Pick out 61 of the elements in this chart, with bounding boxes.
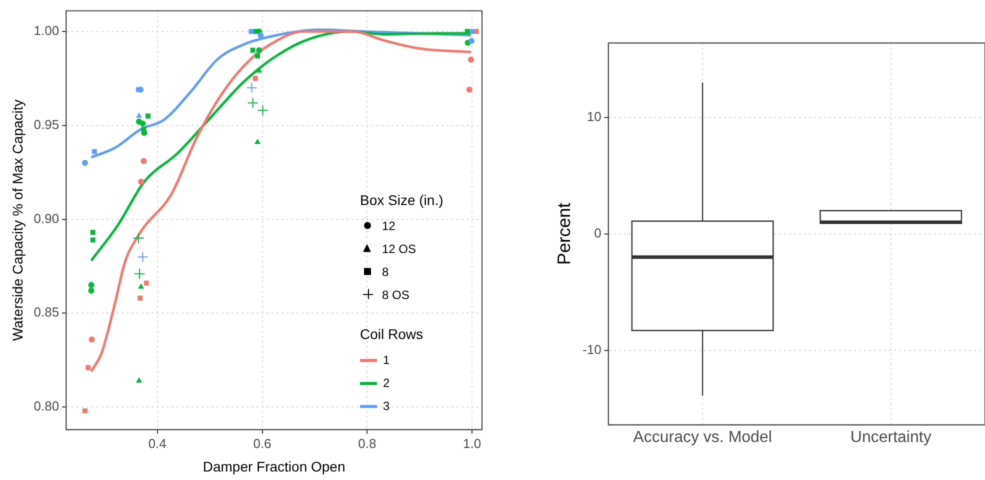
point bbox=[138, 178, 144, 185]
point bbox=[256, 47, 262, 54]
legend-label: 2 bbox=[383, 376, 390, 390]
point bbox=[247, 97, 258, 108]
point bbox=[136, 112, 142, 118]
y-tick-label: 10 bbox=[586, 109, 602, 124]
annotation: Coil Rows bbox=[360, 326, 424, 342]
point bbox=[88, 336, 95, 342]
annotation: 12 bbox=[382, 219, 396, 234]
point bbox=[468, 56, 474, 63]
point bbox=[468, 38, 475, 44]
point bbox=[255, 53, 260, 58]
point bbox=[145, 113, 150, 118]
point bbox=[140, 158, 147, 164]
y-axis-title: Waterside Capacity % of Max Capacity bbox=[9, 99, 26, 341]
x-tick-label: Uncertainty bbox=[850, 428, 932, 446]
y-axis-title: Percent bbox=[554, 202, 574, 265]
legend-label: 3 bbox=[383, 399, 390, 414]
point bbox=[136, 377, 142, 383]
point bbox=[137, 251, 148, 262]
point bbox=[82, 408, 88, 414]
point bbox=[90, 237, 96, 242]
y-tick-label: 0 bbox=[594, 225, 602, 240]
point bbox=[82, 160, 88, 166]
point bbox=[92, 149, 97, 154]
y-tick-label: 0.95 bbox=[34, 116, 60, 132]
point bbox=[144, 280, 149, 286]
annotation: 12 OS bbox=[382, 242, 416, 256]
point bbox=[254, 138, 261, 144]
point bbox=[252, 76, 258, 81]
point bbox=[257, 104, 268, 116]
y-tick-label: 0.85 bbox=[34, 304, 60, 320]
legend-label: 1 bbox=[383, 353, 390, 368]
point bbox=[250, 48, 256, 53]
y-tick-label: 1.00 bbox=[34, 23, 60, 38]
point bbox=[138, 283, 144, 289]
x-tick-label: 0.8 bbox=[358, 436, 376, 451]
point bbox=[470, 28, 475, 34]
x-tick-label: Accuracy vs. Model bbox=[633, 428, 772, 446]
point bbox=[258, 32, 264, 38]
x-tick-label: 0.6 bbox=[253, 436, 272, 451]
point bbox=[138, 296, 143, 301]
point bbox=[246, 82, 258, 94]
point bbox=[140, 120, 146, 126]
point bbox=[88, 288, 94, 294]
y-tick-label: 0.90 bbox=[34, 210, 60, 226]
y-tick-label: 0.80 bbox=[34, 398, 60, 414]
point bbox=[86, 365, 91, 370]
x-tick-label: 1.0 bbox=[462, 436, 482, 451]
point bbox=[134, 268, 146, 280]
point bbox=[248, 28, 254, 34]
point bbox=[90, 230, 96, 235]
x-tick-label: 0.4 bbox=[148, 436, 166, 451]
point bbox=[132, 232, 144, 244]
legend-title: Box Size (in.) bbox=[360, 192, 444, 208]
y-tick-label: -10 bbox=[582, 342, 602, 357]
x-axis-title: Damper Fraction Open bbox=[202, 458, 346, 474]
annotation: 8 OS bbox=[382, 288, 410, 302]
point bbox=[466, 86, 472, 93]
point bbox=[88, 282, 94, 288]
annotation: 8 bbox=[382, 265, 389, 280]
